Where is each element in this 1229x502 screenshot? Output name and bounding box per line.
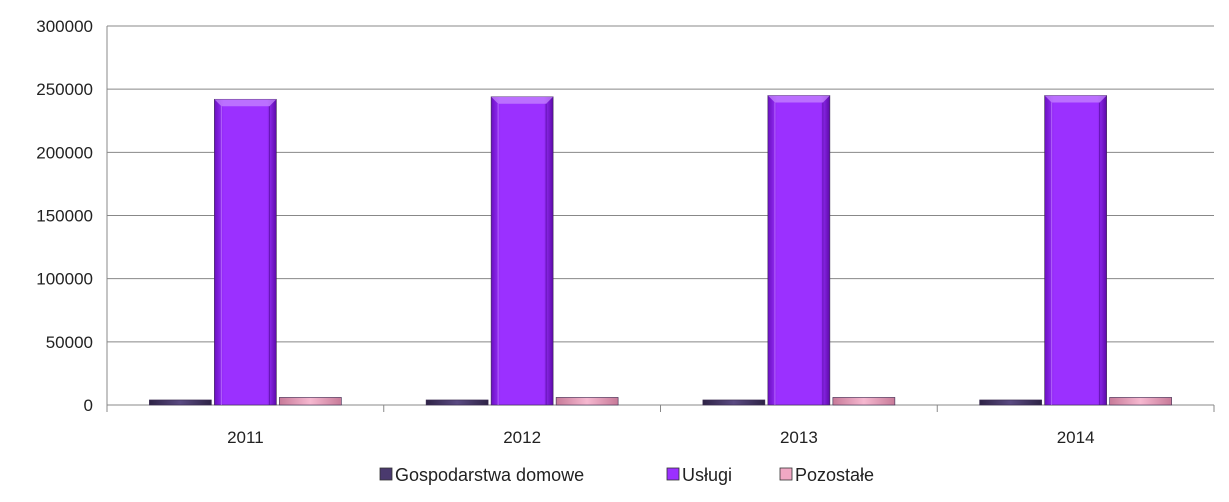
bar-body	[767, 95, 831, 406]
y-tick-label: 100000	[36, 270, 93, 289]
bar-gospodarstwa-2012	[425, 399, 489, 406]
x-tick-label: 2013	[780, 428, 818, 447]
y-tick-label: 0	[84, 396, 93, 415]
bar-body	[702, 399, 766, 406]
bar-body	[279, 397, 342, 406]
legend-swatch	[779, 467, 793, 481]
bar-body	[832, 397, 896, 406]
x-tick-label: 2012	[503, 428, 541, 447]
y-tick-label: 200000	[36, 143, 93, 162]
legend-item-1: Usługi	[666, 465, 732, 485]
legend-label: Pozostałe	[795, 465, 874, 485]
x-tick-label: 2011	[227, 428, 264, 447]
legend-swatch	[379, 467, 393, 481]
bar-body	[1109, 397, 1172, 406]
bar-pozostale-2011	[279, 397, 342, 406]
bar-pozostale-2014	[1109, 397, 1172, 406]
x-tick-label: 2014	[1057, 428, 1095, 447]
bar-gospodarstwa-2011	[149, 399, 212, 406]
bar-gospodarstwa-2014	[979, 399, 1042, 406]
bar-body	[149, 399, 212, 406]
bar-uslugi-2014	[1044, 95, 1107, 406]
gridlines	[107, 25, 1214, 343]
bar-body	[979, 399, 1042, 406]
legend-label: Usługi	[682, 465, 732, 485]
tick-labels: 0 50000 100000 150000 200000 250000 300000 2011…	[36, 17, 1094, 447]
bar-bevel-top	[491, 96, 554, 104]
legend-label: Gospodarstwa domowe	[395, 465, 584, 485]
bars	[149, 95, 1172, 406]
bar-bevel-top	[214, 99, 277, 107]
bar-gospodarstwa-2013	[702, 399, 766, 406]
bar-body	[490, 96, 554, 406]
bar-uslugi-2012	[490, 96, 554, 406]
bar-uslugi-2013	[767, 95, 831, 406]
bar-body	[1044, 95, 1107, 406]
y-tick-label: 250000	[36, 80, 93, 99]
y-tick-label: 300000	[36, 17, 93, 36]
legend: Gospodarstwa domowe Usługi Pozostałe	[379, 465, 874, 485]
bar-bevel-top	[767, 95, 830, 103]
bar-uslugi-2011	[214, 98, 277, 406]
bar-body	[555, 397, 619, 406]
bar-bevel-top	[1044, 95, 1107, 103]
y-tick-label: 150000	[36, 207, 93, 226]
bar-body	[214, 98, 277, 406]
bar-pozostale-2012	[555, 397, 619, 406]
bar-body	[425, 399, 489, 406]
legend-item-0: Gospodarstwa domowe	[379, 465, 584, 485]
legend-item-2: Pozostałe	[779, 465, 874, 485]
legend-swatch	[666, 467, 680, 481]
y-tick-label: 50000	[46, 333, 93, 352]
bar-pozostale-2013	[832, 397, 896, 406]
